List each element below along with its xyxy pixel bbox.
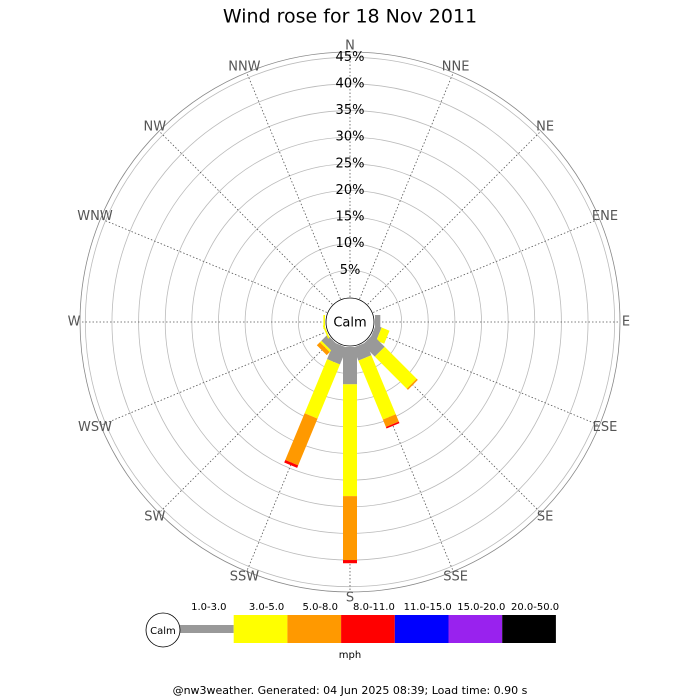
direction-label: N xyxy=(345,39,355,54)
bar-segment xyxy=(343,560,357,564)
spoke xyxy=(158,339,333,514)
direction-label: S xyxy=(346,591,354,606)
spoke xyxy=(246,72,341,300)
direction-label: ENE xyxy=(592,209,618,224)
calm-circle xyxy=(325,297,375,347)
direction-label: SW xyxy=(144,510,165,525)
spoke xyxy=(100,331,328,426)
grid-ring xyxy=(84,56,616,588)
direction-label: E xyxy=(622,315,630,330)
legend-label: 11.0-15.0 xyxy=(404,602,452,613)
bar-segment xyxy=(382,414,399,427)
footer: @nw3weather. Generated: 04 Jun 2025 08:3… xyxy=(173,684,528,697)
legend-swatch xyxy=(180,625,234,633)
direction-label: NE xyxy=(536,119,554,134)
direction-label: W xyxy=(68,315,81,330)
bar-segment xyxy=(353,342,372,361)
r-tick-label: 10% xyxy=(336,236,365,251)
r-tick-label: 25% xyxy=(336,156,365,171)
r-tick-label: 40% xyxy=(336,76,365,91)
r-tick-label: 20% xyxy=(336,183,365,198)
legend-swatch xyxy=(502,615,556,643)
bar-segment xyxy=(285,413,318,466)
direction-label: WNW xyxy=(77,209,113,224)
bar-segment xyxy=(343,347,357,385)
spoke xyxy=(100,218,328,313)
legend-label: 3.0-5.0 xyxy=(249,602,284,613)
bar-segment xyxy=(304,359,340,419)
legend-swatch xyxy=(287,615,342,643)
direction-label: NNW xyxy=(228,60,260,75)
r-tick-label: 30% xyxy=(336,130,365,145)
legend-label: 20.0-50.0 xyxy=(511,602,559,613)
legend-label: 8.0-11.0 xyxy=(353,602,395,613)
bar-segment xyxy=(343,496,357,561)
unit-label: mph xyxy=(339,650,361,661)
r-tick-label: 5% xyxy=(340,263,361,278)
direction-label: SSE xyxy=(443,569,468,584)
direction-label: SE xyxy=(537,510,553,525)
legend-calm-label: Calm xyxy=(150,626,176,637)
direction-label: NNE xyxy=(442,60,470,75)
outer-ring xyxy=(79,51,621,593)
calm-label: Calm xyxy=(333,316,366,331)
bar-segment xyxy=(321,334,338,351)
bar-segment xyxy=(316,342,330,356)
spoke xyxy=(367,339,542,514)
r-tick-label: 35% xyxy=(336,103,365,118)
spoke xyxy=(372,331,600,426)
legend-label: 1.0-3.0 xyxy=(191,602,226,613)
legend-swatch xyxy=(341,615,395,643)
bar-segment xyxy=(343,384,357,497)
direction-label: ESE xyxy=(593,420,618,435)
bar-segment xyxy=(374,346,417,389)
legend-label: 5.0-8.0 xyxy=(303,602,338,613)
direction-label: NW xyxy=(144,119,167,134)
chart-title: Wind rose for 18 Nov 2011 xyxy=(223,6,477,28)
bar-segment xyxy=(323,315,325,329)
bar-segment xyxy=(362,334,385,357)
legend-swatch xyxy=(233,615,288,643)
bar-segment xyxy=(358,355,396,420)
legend-swatch xyxy=(394,615,449,643)
r-tick-label: 15% xyxy=(336,210,365,225)
bar-segment xyxy=(376,327,390,344)
legend-label: 15.0-20.0 xyxy=(457,602,505,613)
r-tick-label: 45% xyxy=(336,50,365,65)
legend-swatch xyxy=(448,615,503,643)
direction-label: SSW xyxy=(230,569,260,584)
legend-calm-circle xyxy=(145,612,181,648)
direction-label: WSW xyxy=(78,420,112,435)
bar-segment xyxy=(385,421,400,429)
spoke xyxy=(158,130,333,305)
bar-segment xyxy=(406,378,418,390)
bar-segment xyxy=(319,340,332,353)
bar-segment xyxy=(284,460,299,468)
spoke xyxy=(367,130,542,305)
spoke xyxy=(359,72,454,300)
spoke xyxy=(359,344,454,572)
spoke xyxy=(372,218,600,313)
